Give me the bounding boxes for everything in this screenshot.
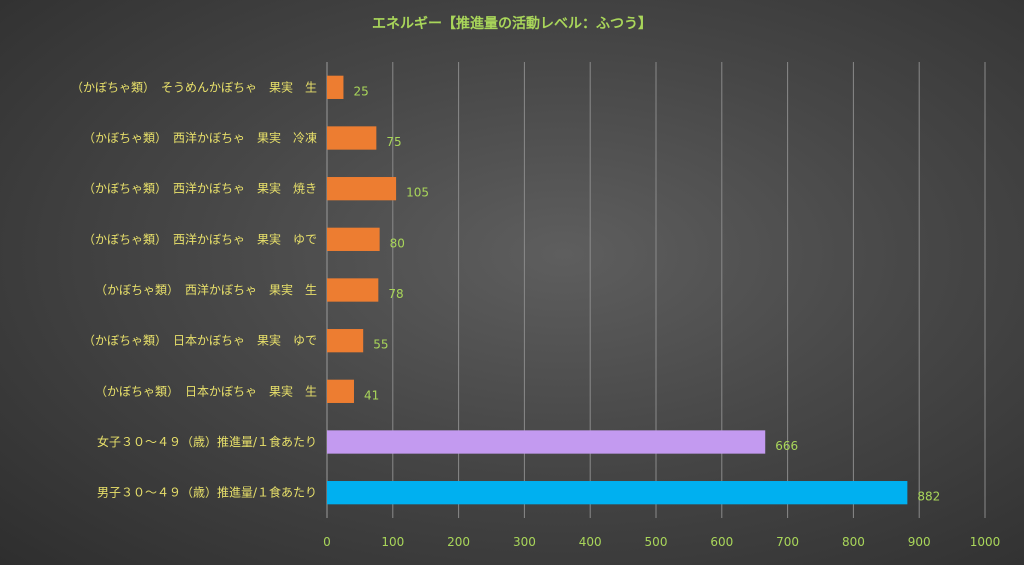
bar xyxy=(327,75,344,99)
x-tick-label: 0 xyxy=(323,535,331,549)
category-label: 女子３０～４９（歳）推進量/１食あたり xyxy=(97,434,317,449)
data-label: 75 xyxy=(386,135,401,149)
x-tick-label: 300 xyxy=(513,535,536,549)
bar xyxy=(327,177,397,201)
bar xyxy=(327,227,380,251)
bar xyxy=(327,278,379,302)
data-label: 78 xyxy=(388,287,403,301)
category-label: （かぼちゃ類） そうめんかぼちゃ 果実 生 xyxy=(71,79,317,94)
category-labels: （かぼちゃ類） そうめんかぼちゃ 果実 生 （かぼちゃ類） 西洋かぼちゃ 果実 冷… xyxy=(71,79,317,499)
data-labels: 25 75 105 80 78 55 41 666 882 xyxy=(353,84,940,503)
gridlines xyxy=(326,62,986,518)
bar xyxy=(327,430,766,454)
category-label: （かぼちゃ類） 西洋かぼちゃ 果実 ゆで xyxy=(83,231,317,246)
data-label: 55 xyxy=(373,338,388,352)
category-label: （かぼちゃ類） 西洋かぼちゃ 果実 生 xyxy=(95,282,317,297)
x-axis-tick-labels: 0 100 200 300 400 500 600 700 800 900 1000 xyxy=(323,535,1000,549)
data-label: 666 xyxy=(775,439,798,453)
bar xyxy=(327,329,364,353)
x-tick-label: 900 xyxy=(908,535,931,549)
category-label: （かぼちゃ類） 西洋かぼちゃ 果実 冷凍 xyxy=(83,130,317,145)
bar xyxy=(327,379,354,403)
x-tick-label: 700 xyxy=(776,535,799,549)
x-tick-label: 100 xyxy=(381,535,404,549)
category-label: （かぼちゃ類） 西洋かぼちゃ 果実 焼き xyxy=(83,181,317,196)
x-tick-label: 200 xyxy=(447,535,470,549)
category-label: 男子３０～４９（歳）推進量/１食あたり xyxy=(97,485,317,500)
x-tick-label: 400 xyxy=(579,535,602,549)
data-label: 882 xyxy=(917,490,940,504)
category-label: （かぼちゃ類） 日本かぼちゃ 果実 生 xyxy=(95,383,317,398)
x-tick-label: 800 xyxy=(842,535,865,549)
x-tick-label: 1000 xyxy=(970,535,1001,549)
category-label: （かぼちゃ類） 日本かぼちゃ 果実 ゆで xyxy=(83,333,317,348)
chart-title: エネルギー【推進量の活動レベル：ふつう】 xyxy=(372,15,652,32)
data-label: 80 xyxy=(390,236,405,250)
bar xyxy=(327,126,377,150)
data-label: 105 xyxy=(406,186,429,200)
x-tick-label: 600 xyxy=(710,535,733,549)
bar xyxy=(327,481,908,505)
data-label: 41 xyxy=(364,388,379,402)
data-label: 25 xyxy=(353,84,368,98)
bars xyxy=(327,75,908,505)
x-tick-label: 500 xyxy=(645,535,668,549)
